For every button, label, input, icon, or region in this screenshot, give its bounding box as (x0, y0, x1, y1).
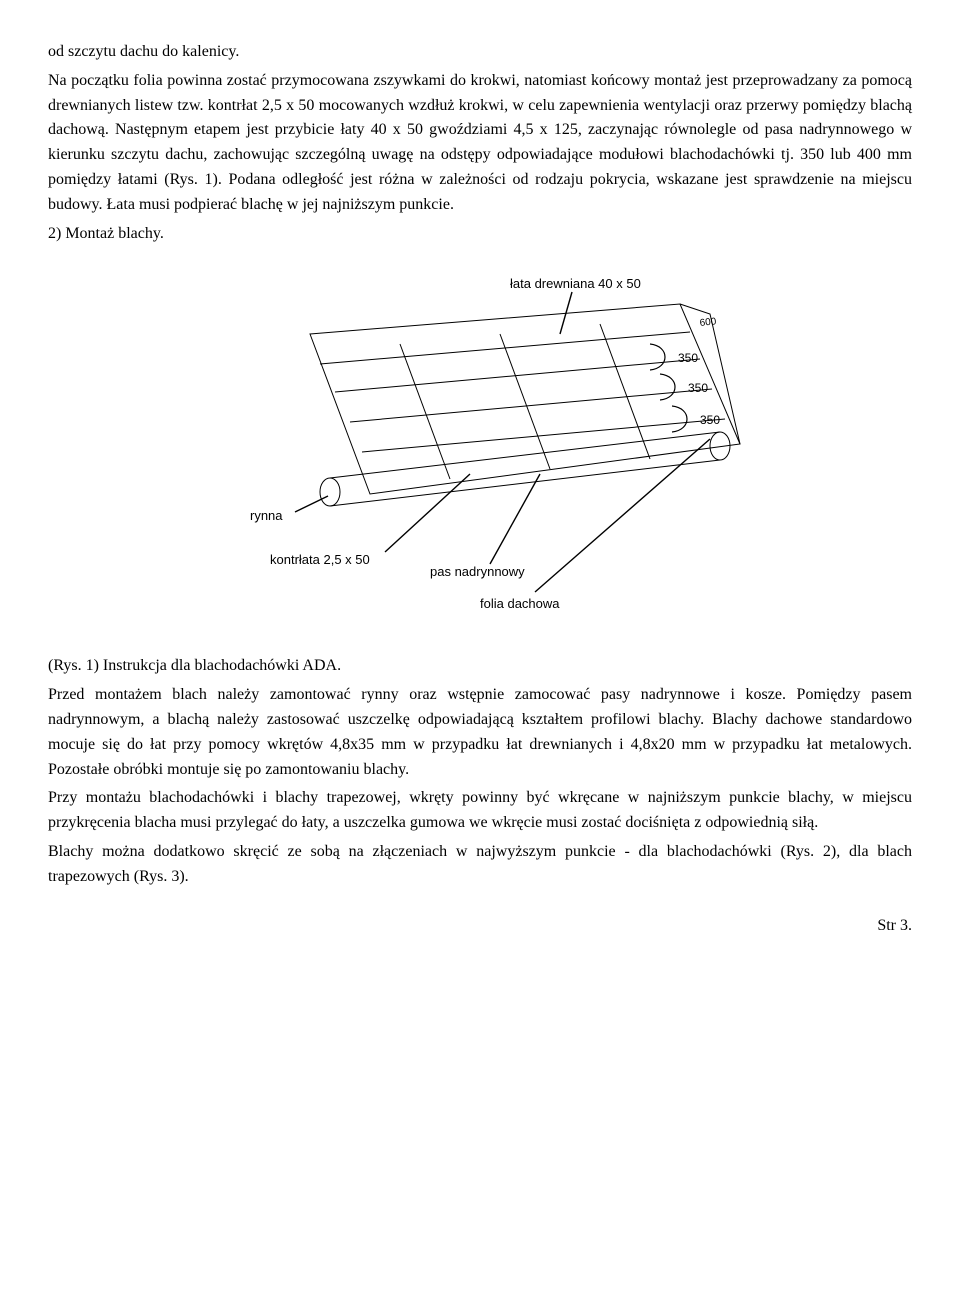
paragraph: Przed montażem blach należy zamontować r… (48, 683, 912, 782)
paragraph: Przy montażu blachodachówki i blachy tra… (48, 786, 912, 836)
label-pas: pas nadrynnowy (430, 564, 525, 579)
label-dim2: 350 (688, 381, 708, 395)
figure-1-diagram: łata drewniana 40 x 50 600 350 350 350 r… (200, 274, 760, 614)
label-600: 600 (699, 317, 717, 330)
label-lata: łata drewniana 40 x 50 (510, 276, 641, 291)
label-dim3: 350 (700, 413, 720, 427)
label-dim1: 350 (678, 351, 698, 365)
figure-caption: (Rys. 1) Instrukcja dla blachodachówki A… (48, 654, 912, 679)
paragraph: Blachy można dodatkowo skręcić ze sobą n… (48, 840, 912, 890)
label-folia: folia dachowa (480, 596, 560, 611)
paragraph: Na początku folia powinna zostać przymoc… (48, 69, 912, 218)
paragraph: 2) Montaż blachy. (48, 222, 912, 247)
paragraph: od szczytu dachu do kalenicy. (48, 40, 912, 65)
label-rynna: rynna (250, 508, 283, 523)
label-kontrlata: kontrłata 2,5 x 50 (270, 552, 370, 567)
page-number: Str 3. (48, 914, 912, 939)
